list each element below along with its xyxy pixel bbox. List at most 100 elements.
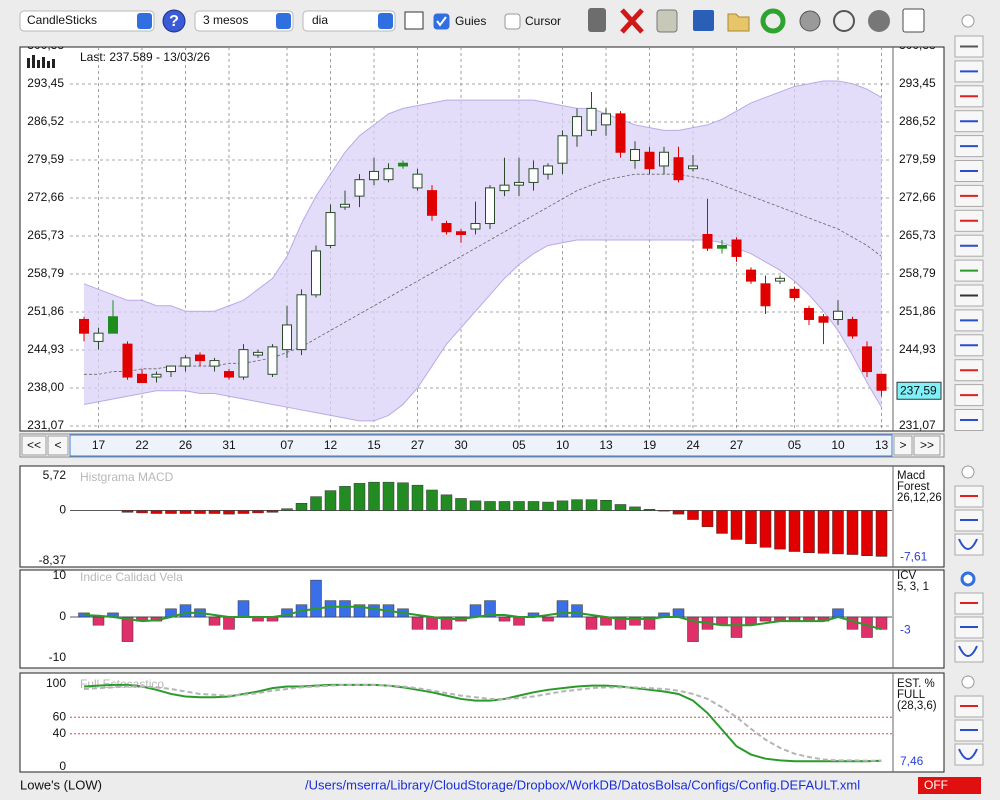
- bar: [789, 511, 800, 552]
- legend-text: (28,3,6): [897, 700, 937, 712]
- cursor-checkbox[interactable]: [505, 14, 520, 29]
- config-path[interactable]: /Users/mserra/Library/CloudStorage/Dropb…: [305, 777, 860, 792]
- x-tick-label: 05: [788, 438, 802, 452]
- panel-radio[interactable]: [962, 466, 974, 478]
- bar: [122, 617, 133, 642]
- candle-body: [500, 185, 509, 190]
- bar: [572, 605, 583, 617]
- x-tick-label: 24: [686, 438, 700, 452]
- candle-body: [399, 163, 408, 166]
- bar: [427, 490, 438, 511]
- y-tick-label: 251,86: [899, 304, 936, 318]
- bar: [862, 511, 873, 556]
- x-tick-label: 22: [135, 438, 149, 452]
- bar: [528, 501, 539, 510]
- open-icon[interactable]: [728, 14, 749, 31]
- trash-icon[interactable]: [588, 8, 606, 32]
- panel-title: Indice Calidad Vela: [80, 570, 183, 584]
- bar: [180, 605, 191, 617]
- y-tick-label: 272,66: [27, 190, 64, 204]
- interval-value: dia: [312, 13, 328, 27]
- bar: [543, 617, 554, 621]
- candle-body: [747, 270, 756, 281]
- tool-button[interactable]: [955, 744, 983, 765]
- cursor-label: Cursor: [525, 14, 561, 28]
- bar: [398, 483, 409, 511]
- y-tick-label: 293,45: [27, 76, 64, 90]
- candle-body: [631, 150, 640, 161]
- candle-body: [805, 309, 814, 320]
- bar: [470, 605, 481, 617]
- period-value: 3 mesos: [203, 13, 248, 27]
- y-tick-label: 244,93: [27, 342, 64, 356]
- y-tick-label: 286,52: [27, 114, 64, 128]
- candle-body: [819, 317, 828, 322]
- mode-label: OFF: [924, 778, 948, 792]
- x-tick-label: 19: [643, 438, 657, 452]
- candle-body: [558, 136, 567, 163]
- candle-body: [225, 372, 234, 377]
- bar: [354, 483, 365, 510]
- y-tick-label: 40: [53, 726, 67, 740]
- x-tick-label: 15: [367, 438, 381, 452]
- print-icon[interactable]: [657, 10, 677, 32]
- date-strip[interactable]: [70, 435, 892, 456]
- candle-body: [152, 374, 161, 377]
- bar: [557, 601, 568, 617]
- bar: [238, 601, 249, 617]
- candle-body: [297, 295, 306, 350]
- y-tick-label: 10: [53, 568, 67, 582]
- bar: [369, 605, 380, 617]
- candle-body: [312, 251, 321, 295]
- y-tick-label: 265,73: [899, 228, 936, 242]
- bar: [659, 511, 670, 512]
- last-value-label: -7,61: [900, 550, 928, 564]
- bar: [369, 482, 380, 510]
- bar: [412, 485, 423, 510]
- tool-button[interactable]: [955, 534, 983, 555]
- x-tick-label: 31: [222, 438, 236, 452]
- bar: [586, 617, 597, 629]
- bar: [818, 511, 829, 554]
- settings-icon[interactable]: [868, 10, 890, 32]
- y-tick-label: 258,79: [899, 266, 936, 280]
- select-arrow: [276, 13, 291, 29]
- candle-body: [210, 361, 219, 366]
- bar: [311, 497, 322, 511]
- bar: [224, 511, 235, 515]
- save-icon[interactable]: [693, 10, 714, 31]
- calendar-icon[interactable]: [405, 12, 423, 29]
- candle-body: [660, 152, 669, 166]
- bar: [412, 617, 423, 629]
- bar: [601, 500, 612, 510]
- bar: [311, 580, 322, 617]
- bar: [514, 617, 525, 625]
- y-tick-label: 5,72: [43, 468, 67, 482]
- candle-body: [877, 374, 886, 390]
- price-annotation: Last: 237.589 - 13/03/26: [80, 50, 210, 64]
- next-label: >: [899, 438, 906, 452]
- candle-body: [442, 224, 451, 232]
- currency-icon[interactable]: [834, 11, 854, 31]
- tool-button[interactable]: [955, 641, 983, 662]
- bar: [296, 503, 307, 510]
- x-tick-label: 27: [411, 438, 425, 452]
- x-tick-label: 13: [599, 438, 613, 452]
- radio[interactable]: [962, 15, 974, 27]
- candle-body: [80, 319, 89, 333]
- candle-body: [834, 311, 843, 319]
- bar: [557, 501, 568, 511]
- bar: [775, 511, 786, 550]
- candle-body: [109, 317, 118, 333]
- select-arrow: [378, 13, 393, 29]
- candle-body: [355, 180, 364, 196]
- sync-icon[interactable]: [800, 11, 820, 31]
- calendar-day-icon[interactable]: [903, 9, 924, 32]
- bar: [470, 501, 481, 511]
- panel-radio[interactable]: [962, 676, 974, 688]
- candle-body: [196, 355, 205, 360]
- bar: [702, 511, 713, 527]
- panel-radio[interactable]: [962, 573, 974, 585]
- candle-body: [326, 213, 335, 246]
- candle-body: [181, 358, 190, 366]
